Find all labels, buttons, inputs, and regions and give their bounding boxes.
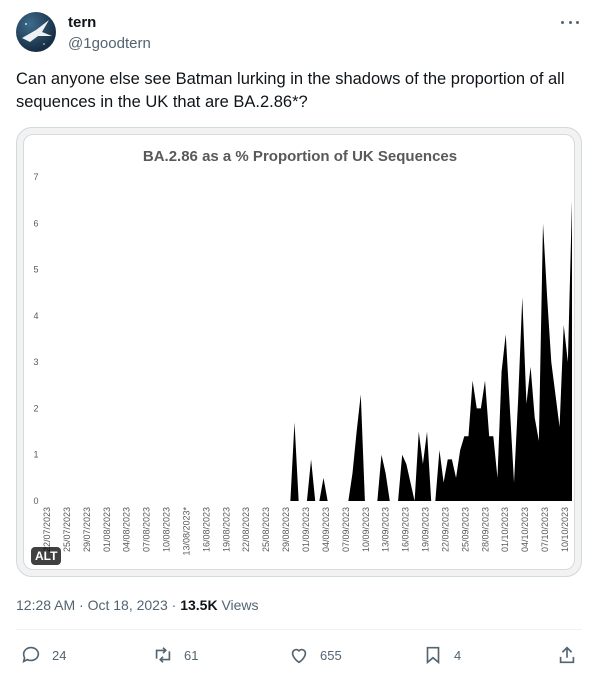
tweet-timestamp[interactable]: 12:28 AM · Oct 18, 2023 · [16,597,181,613]
views-count: 13.5K [180,597,218,613]
avatar[interactable] [16,12,56,52]
y-tick-label: 0 [33,496,38,506]
y-tick-label: 2 [33,403,38,413]
bookmark-button[interactable]: 4 [422,644,461,666]
x-tick-label: 01/08/2023 [102,507,112,552]
more-options-icon[interactable] [558,12,582,32]
chart-title: BA.2.86 as a % Proportion of UK Sequence… [143,148,457,165]
like-count: 655 [320,647,342,663]
x-tick-label: 29/08/2023 [281,507,291,552]
x-tick-label: 01/10/2023 [500,507,510,552]
x-tick-label: 25/08/2023 [261,507,271,552]
x-tick-label: 22/07/2023 [42,507,52,552]
y-tick-label: 4 [33,311,38,321]
repost-button[interactable]: 61 [152,644,198,666]
x-tick-label: 19/09/2023 [421,507,431,552]
x-tick-label: 07/10/2023 [540,507,550,552]
bookmark-icon [426,646,440,665]
bookmark-count: 4 [454,647,462,663]
x-tick-label: 01/09/2023 [301,507,311,552]
views-label: Views [217,597,259,613]
x-tick-label: 07/08/2023 [142,507,152,552]
x-tick-label: 19/08/2023 [221,507,231,552]
repost-icon [155,647,171,663]
x-tick-label: 04/10/2023 [520,507,530,552]
x-tick-label: 25/07/2023 [62,507,72,552]
y-tick-label: 3 [33,357,38,367]
tweet-text: Can anyone else see Batman lurking in th… [16,70,565,111]
x-tick-label: 28/09/2023 [480,507,490,552]
author-handle[interactable]: @1goodtern [68,35,151,52]
y-tick-label: 1 [33,450,38,460]
x-tick-label: 25/09/2023 [460,507,470,552]
x-tick-label: 29/07/2023 [82,507,92,552]
heart-icon [291,648,307,664]
x-tick-label: 10/10/2023 [560,507,570,552]
share-button[interactable] [556,644,578,666]
x-tick-label: 22/09/2023 [440,507,450,552]
reply-icon [22,646,40,663]
y-tick-label: 7 [33,172,38,182]
tern-bird-icon [22,20,52,45]
reply-count: 24 [52,647,67,663]
x-tick-label: 16/09/2023 [401,507,411,552]
x-tick-label: 07/09/2023 [341,507,351,552]
y-tick-label: 5 [33,265,38,275]
series-area [46,200,572,501]
repost-count: 61 [184,647,199,663]
x-tick-label: 13/08/2023* [181,507,191,556]
x-tick-label: 10/08/2023 [162,507,172,552]
share-icon [559,646,575,664]
chart: BA.2.86 as a % Proportion of UK Sequence… [33,148,572,556]
x-tick-label: 04/09/2023 [321,507,331,552]
x-tick-label: 04/08/2023 [122,507,132,552]
divider [16,629,582,630]
tweet-media[interactable]: BA.2.86 as a % Proportion of UK Sequence… [16,127,582,577]
tweet-meta: 12:28 AM · Oct 18, 2023 · 13.5K Views [16,597,259,613]
x-tick-label: 16/08/2023 [201,507,211,552]
author-name[interactable]: tern [68,14,97,31]
y-tick-label: 6 [33,218,38,228]
like-button[interactable]: 655 [288,644,342,666]
x-tick-label: 10/09/2023 [361,507,371,552]
alt-badge[interactable]: ALT [31,547,62,565]
chart-frame: BA.2.86 as a % Proportion of UK Sequence… [23,134,575,570]
action-bar: 24 61 655 4 [16,644,582,670]
x-tick-label: 22/08/2023 [241,507,251,552]
x-tick-label: 13/09/2023 [381,507,391,552]
reply-button[interactable]: 24 [20,644,66,666]
